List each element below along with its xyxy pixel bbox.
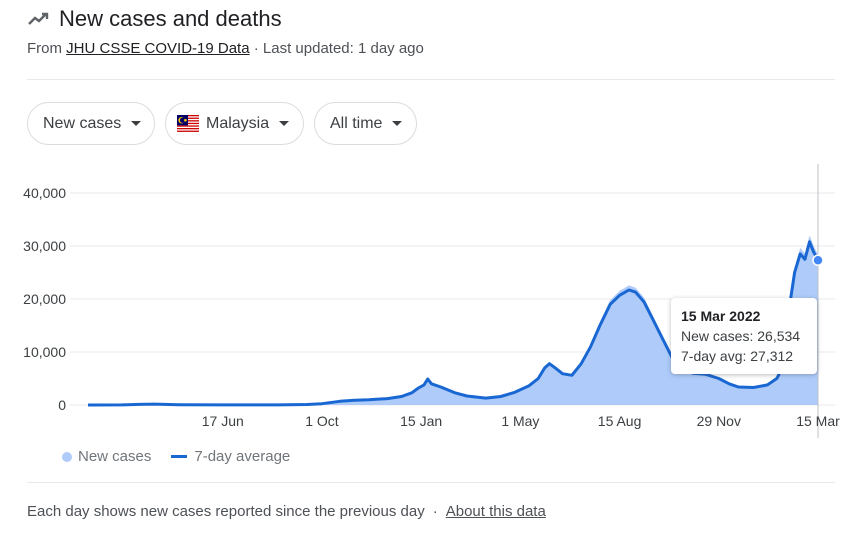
caret-down-icon <box>392 121 403 126</box>
caret-down-icon <box>131 121 142 126</box>
cases-chart[interactable]: 0 10,000 20,000 30,000 40,000 17 Jun 1 Oct 15 J… <box>0 160 850 445</box>
tooltip-avg-value: 27,312 <box>750 348 794 364</box>
y-tick-label: 20,000 <box>23 291 66 307</box>
x-tick-label: 1 Oct <box>305 413 339 429</box>
country-dropdown[interactable]: Malaysia <box>165 102 304 145</box>
y-tick-label: 40,000 <box>23 185 66 201</box>
about-data-link[interactable]: About this data <box>445 503 546 520</box>
trending-line-icon <box>28 12 49 25</box>
last-updated: · Last updated: 1 day ago <box>249 40 424 57</box>
source-link[interactable]: JHU CSSE COVID-19 Data <box>66 40 250 57</box>
y-tick-label: 30,000 <box>23 238 66 254</box>
legend-avg-swatch <box>171 455 188 458</box>
metric-label: New cases <box>43 114 122 132</box>
tooltip-date: 15 Mar 2022 <box>681 308 761 324</box>
x-tick-label: 17 Jun <box>202 413 244 429</box>
tooltip-avg: 7-day avg: 27,312 <box>681 346 807 366</box>
footer: Each day shows new cases reported since … <box>27 503 546 520</box>
source-prefix: From <box>27 40 67 57</box>
divider <box>27 482 835 483</box>
tooltip-new-cases: New cases: 26,534 <box>681 326 807 346</box>
y-tick-label: 10,000 <box>23 344 66 360</box>
filter-bar: New cases Malaysia All time <box>27 102 427 145</box>
page-title: New cases and deaths <box>59 6 282 31</box>
footer-separator: · <box>432 503 438 520</box>
malaysia-flag-icon <box>177 114 199 133</box>
tooltip-new-cases-label: New cases: <box>681 328 758 344</box>
x-tick-label: 15 Aug <box>598 413 642 429</box>
divider <box>27 79 835 80</box>
x-tick-label: 29 Nov <box>697 413 741 429</box>
x-tick-label: 15 Mar <box>796 413 840 429</box>
caret-down-icon <box>279 121 290 126</box>
y-tick-label: 0 <box>58 397 66 413</box>
metric-dropdown[interactable]: New cases <box>27 102 155 145</box>
range-label: All time <box>330 114 383 132</box>
legend-cases-label: New cases <box>78 448 152 465</box>
country-label: Malaysia <box>206 114 270 132</box>
tooltip-avg-label: 7-day avg: <box>681 348 751 364</box>
selected-point <box>812 254 824 266</box>
x-tick-label: 1 May <box>501 413 539 429</box>
range-dropdown[interactable]: All time <box>314 102 417 145</box>
seven-day-average-line <box>87 240 820 407</box>
tooltip-new-cases-value: 26,534 <box>757 328 801 344</box>
chart-header: New cases and deaths <box>27 4 282 34</box>
footer-note: Each day shows new cases reported since … <box>27 503 425 520</box>
legend-avg-label: 7-day average <box>194 448 291 465</box>
x-tick-label: 15 Jan <box>400 413 442 429</box>
chart-tooltip: 15 Mar 2022 New cases: 26,534 7-day avg:… <box>671 298 817 374</box>
legend-cases-swatch <box>62 451 72 462</box>
chart-legend: New cases 7-day average <box>62 448 290 465</box>
data-source: From JHU CSSE COVID-19 Data · Last updat… <box>27 40 424 57</box>
new-cases-area <box>88 235 818 405</box>
